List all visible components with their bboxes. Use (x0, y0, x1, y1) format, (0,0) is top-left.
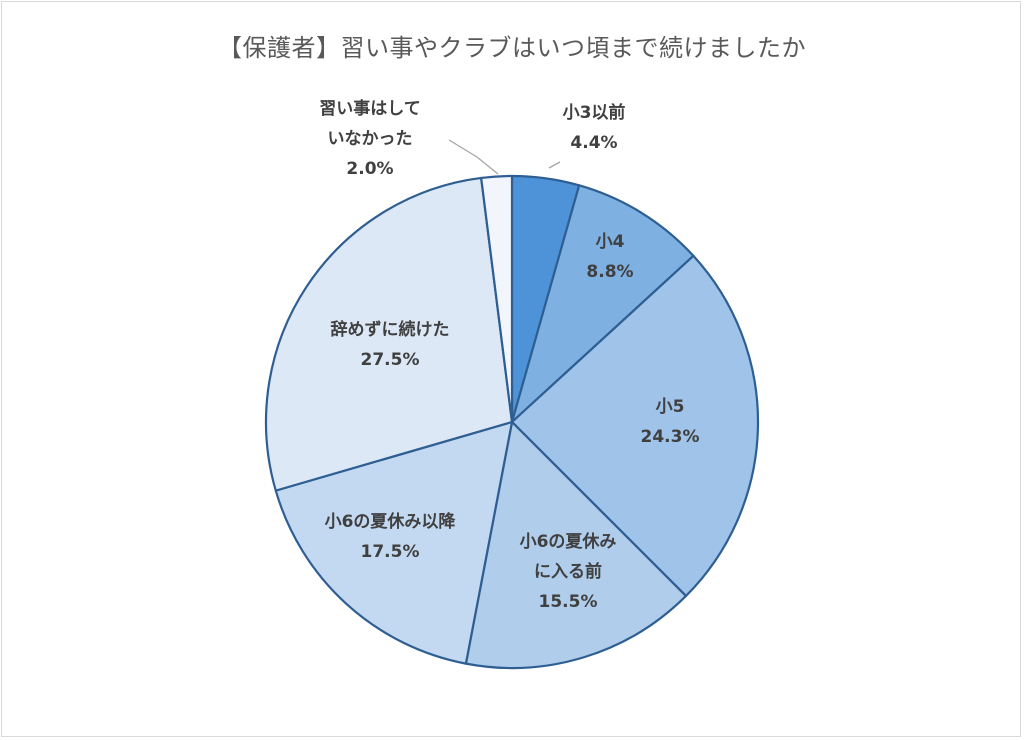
pie-slice (510, 254, 760, 598)
slice-value-label: 4.4% (570, 133, 617, 153)
slice-label: 小4 (596, 232, 625, 252)
slice-value-label: 24.3% (641, 427, 700, 447)
slice-label: に入る前 (534, 561, 602, 582)
pie-slice (480, 174, 514, 424)
pie-slice (264, 176, 514, 492)
leader-line (448, 139, 499, 175)
slice-label: 小5 (656, 397, 685, 417)
slice-label: 小6の夏休み以降 (325, 511, 457, 532)
slice-value-label: 15.5% (539, 592, 598, 612)
slice-label: 習い事はして (319, 99, 421, 119)
slice-label: いなかった (328, 129, 413, 149)
pie-slice (274, 420, 514, 665)
slice-label: 小6の夏休み (520, 531, 617, 552)
pie-slice (510, 184, 695, 424)
slice-label: 辞めずに続けた (331, 319, 450, 340)
leader-line (548, 161, 561, 169)
pie-slice (464, 420, 688, 670)
slice-value-label: 27.5% (361, 350, 420, 370)
slice-value-label: 17.5% (361, 542, 420, 562)
chart-title: 【保護者】習い事やクラブはいつ頃まで続けましたか (218, 34, 806, 62)
slice-value-label: 2.0% (346, 159, 393, 179)
slice-value-label: 8.8% (586, 262, 633, 282)
slice-label: 小3以前 (563, 102, 626, 123)
